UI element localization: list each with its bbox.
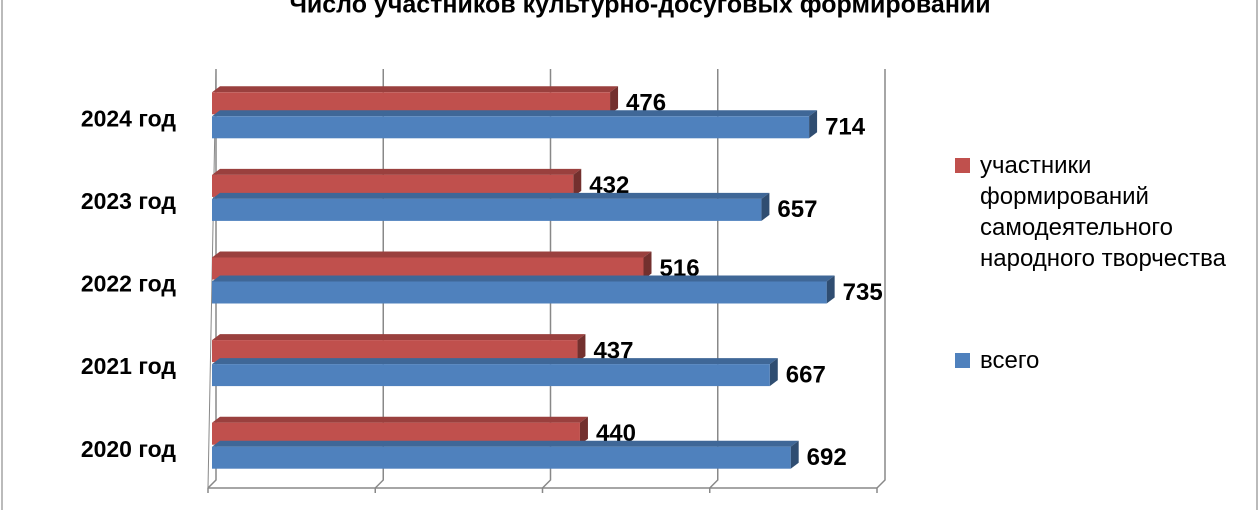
bar-top	[212, 275, 835, 282]
bar-side	[761, 192, 770, 221]
bar-side	[790, 440, 799, 469]
bar-top	[212, 86, 619, 93]
bar-top	[212, 110, 818, 117]
bar	[212, 116, 810, 139]
bar-top	[212, 168, 582, 175]
data-label: 657	[777, 196, 817, 223]
grid-line	[876, 69, 886, 493]
chart-title: Число участников культурно-досуговых фор…	[289, 0, 990, 19]
bar-side	[610, 86, 619, 115]
data-label: 714	[825, 114, 866, 141]
bar	[212, 422, 580, 445]
bar-side	[579, 416, 588, 445]
grid-line	[709, 69, 719, 493]
data-label: 735	[843, 279, 883, 306]
legend-swatch	[955, 158, 970, 173]
bar-side	[769, 358, 778, 387]
bar-side	[643, 251, 652, 280]
bar-top	[212, 440, 799, 447]
bar	[212, 174, 574, 197]
bar	[212, 364, 770, 387]
y-tick-label: 2024 год	[81, 105, 177, 131]
bar-top	[212, 192, 770, 199]
bar-side	[577, 334, 586, 363]
data-label: 692	[807, 444, 847, 471]
y-tick-label: 2021 год	[81, 353, 177, 379]
bar	[212, 281, 827, 304]
y-tick-label: 2022 год	[81, 271, 177, 297]
bar	[212, 198, 762, 221]
legend-label: всего	[980, 347, 1040, 374]
bar-top	[212, 334, 586, 341]
bar-side	[573, 168, 582, 197]
bar-side	[809, 110, 818, 139]
bar	[212, 257, 644, 280]
legend-label: участники формирований самодеятельного н…	[980, 152, 1226, 272]
data-label: 667	[786, 361, 826, 388]
bar	[212, 446, 791, 469]
legend-swatch	[955, 353, 970, 368]
bar	[212, 92, 611, 115]
bar-top	[212, 416, 588, 423]
y-tick-label: 2023 год	[81, 188, 177, 214]
bar-top	[212, 358, 778, 365]
bar	[212, 340, 578, 363]
y-tick-label: 2020 год	[81, 436, 177, 462]
bar-top	[212, 251, 652, 258]
bar-side	[826, 275, 835, 304]
